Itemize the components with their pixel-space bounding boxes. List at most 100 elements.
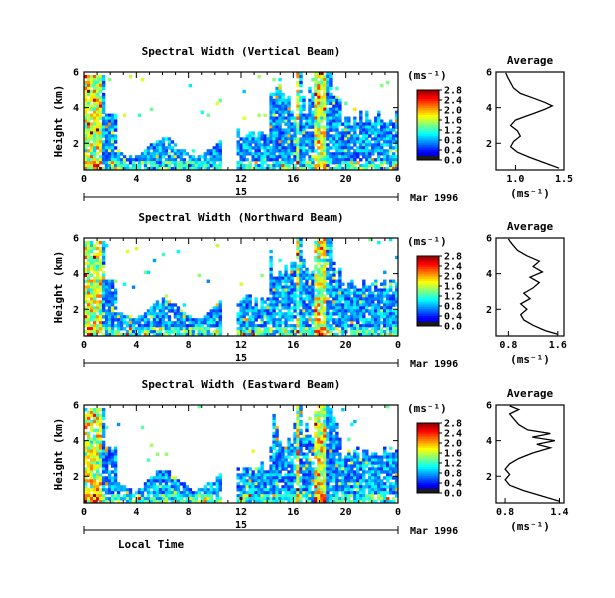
heatmap-cell: [338, 300, 342, 304]
heatmap-cell: [95, 467, 100, 471]
heatmap-cell: [344, 321, 348, 325]
heatmap-cell: [359, 140, 363, 144]
heatmap-cell: [335, 158, 339, 162]
heatmap-cell: [380, 309, 384, 313]
heatmap-cell: [356, 473, 360, 477]
colorbar-swatch: [417, 444, 439, 447]
heatmap-cell: [95, 80, 100, 85]
heatmap-cell: [287, 110, 291, 114]
heatmap-cell: [344, 455, 348, 459]
heatmap-cell: [84, 330, 88, 334]
heatmap-cell: [380, 164, 384, 168]
heatmap-cell: [320, 422, 324, 427]
heatmap-cell: [137, 324, 142, 328]
heatmap-cell: [332, 297, 336, 301]
heatmap-cell: [215, 497, 219, 501]
heatmap-cell: [368, 152, 372, 156]
heatmap-cell: [290, 282, 294, 286]
heatmap-cell: [137, 164, 142, 168]
heatmap-cell: [284, 119, 288, 123]
heatmap-cell: [287, 446, 291, 450]
heatmap-cell: [386, 125, 390, 129]
heatmap-cell: [293, 116, 297, 120]
y-tick-label: 2: [73, 139, 79, 150]
heatmap-cell: [311, 449, 315, 453]
heatmap-cell: [128, 494, 133, 498]
heatmap-cell: [332, 116, 336, 120]
heatmap-cell: [251, 476, 255, 480]
heatmap-cell: [371, 455, 375, 459]
heatmap-cell: [242, 300, 246, 304]
heatmap-cell: [263, 473, 267, 477]
heatmap-cell: [95, 252, 100, 257]
heatmap-cell: [377, 321, 381, 325]
heatmap-cell: [305, 137, 309, 141]
colorbar-swatch: [417, 284, 439, 287]
heatmap-cell: [131, 333, 136, 336]
heatmap-cell: [296, 494, 300, 498]
heatmap-cell: [266, 321, 270, 325]
heatmap-cell: [179, 482, 184, 486]
heatmap-cell: [392, 482, 396, 486]
heatmap-cell: [374, 279, 378, 283]
heatmap-cell: [299, 243, 303, 248]
heatmap-cell: [326, 240, 330, 245]
heatmap-cell: [239, 321, 243, 325]
heatmap-cell: [89, 473, 94, 477]
heatmap-cell: [299, 464, 303, 468]
heatmap-cell: [371, 321, 375, 325]
y-axis-label: Height (km): [52, 85, 65, 158]
heatmap-cell: [287, 452, 291, 456]
heatmap-cell: [116, 318, 121, 322]
heatmap-cell: [308, 458, 312, 462]
heatmap-cell: [377, 167, 381, 170]
heatmap-cell: [308, 155, 312, 159]
heatmap-cell: [308, 134, 312, 138]
heatmap-cell: [362, 476, 366, 480]
heatmap-cell: [110, 324, 115, 328]
profile-frame: [495, 404, 565, 504]
heatmap-cell: [287, 473, 291, 477]
heatmap-cell: [395, 255, 398, 260]
heatmap-cell: [89, 282, 94, 286]
heatmap-cell: [356, 497, 360, 501]
heatmap-cell: [134, 321, 139, 325]
heatmap-cell: [248, 333, 252, 336]
heatmap-cell: [281, 476, 285, 480]
colorbar-swatch: [417, 433, 439, 436]
heatmap-cell: [302, 285, 306, 289]
heatmap-cell: [296, 125, 300, 129]
heatmap-cell: [302, 161, 306, 165]
heatmap-cell: [104, 243, 109, 248]
heatmap-cell: [323, 267, 327, 272]
heatmap-cell: [332, 437, 336, 442]
heatmap-cell: [320, 461, 324, 465]
heatmap-cell: [155, 167, 160, 170]
profile-y-tick-label: 4: [486, 269, 492, 280]
heatmap-cell: [356, 288, 360, 292]
heatmap-cell: [314, 485, 318, 489]
heatmap-cell: [332, 306, 336, 310]
heatmap-cell: [155, 497, 160, 501]
heatmap-cell: [161, 146, 166, 150]
heatmap-cell: [299, 125, 303, 129]
heatmap-cell: [92, 318, 97, 322]
heatmap-cell: [209, 497, 213, 501]
heatmap-cell: [371, 324, 375, 328]
heatmap-cell: [320, 467, 324, 471]
heatmap-cell: [236, 497, 240, 501]
heatmap-cell: [158, 140, 163, 144]
heatmap-cell: [287, 285, 291, 289]
heatmap-cell: [332, 161, 336, 165]
heatmap-cell: [326, 267, 330, 272]
heatmap-cell: [101, 252, 106, 257]
heatmap-cell: [119, 318, 124, 322]
heatmap-cell: [317, 140, 321, 144]
heatmap-cell: [242, 318, 246, 322]
heatmap-cell: [84, 119, 88, 123]
heatmap-cell: [206, 330, 210, 334]
heatmap-cell: [278, 134, 282, 138]
heatmap-cell: [245, 327, 249, 331]
heatmap-cell: [236, 167, 240, 170]
heatmap-cell: [254, 303, 258, 307]
